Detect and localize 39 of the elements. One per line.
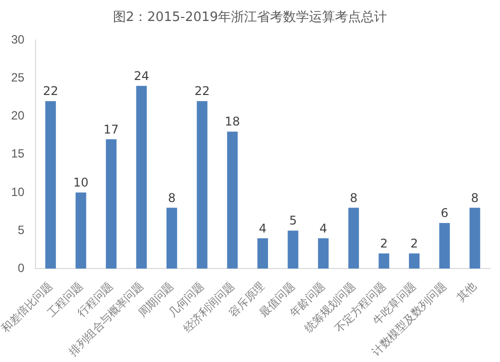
y-tick-label: 0 (18, 260, 25, 275)
bar (470, 208, 480, 269)
x-tick-label: 其他 (454, 279, 480, 304)
data-label: 4 (258, 221, 267, 236)
data-label: 8 (471, 190, 479, 205)
bar (227, 132, 238, 269)
bar (348, 208, 359, 269)
bar (257, 238, 268, 269)
y-tick-label: 30 (11, 32, 25, 47)
chart-title: 图2：2015-2019年浙江省考数学运算考点总计 (112, 9, 388, 27)
bar (45, 101, 56, 269)
data-label: 5 (289, 214, 297, 228)
bar (106, 139, 116, 269)
bar (318, 238, 329, 269)
bar (439, 222, 450, 269)
data-label: 6 (440, 206, 448, 220)
data-label: 18 (224, 114, 240, 129)
data-label: 8 (168, 190, 176, 205)
data-label: 2 (380, 236, 388, 251)
data-label: 10 (73, 176, 89, 190)
data-label: 22 (194, 84, 210, 98)
data-label: 4 (320, 221, 328, 236)
bar (76, 192, 86, 269)
y-tick-label: 5 (18, 222, 25, 237)
data-label: 2 (410, 236, 418, 251)
data-label: 17 (104, 122, 119, 136)
bar (196, 101, 208, 269)
bar (408, 253, 420, 269)
y-tick-label: 10 (11, 184, 25, 199)
bar (166, 208, 178, 269)
y-tick-label: 25 (11, 70, 25, 85)
bar (288, 230, 298, 269)
data-label: 8 (350, 190, 358, 205)
bar (136, 86, 147, 269)
data-label: 24 (134, 69, 150, 84)
y-tick-label: 15 (11, 146, 25, 161)
bar (378, 253, 390, 269)
data-label: 22 (42, 84, 58, 98)
y-tick-label: 20 (11, 108, 25, 123)
